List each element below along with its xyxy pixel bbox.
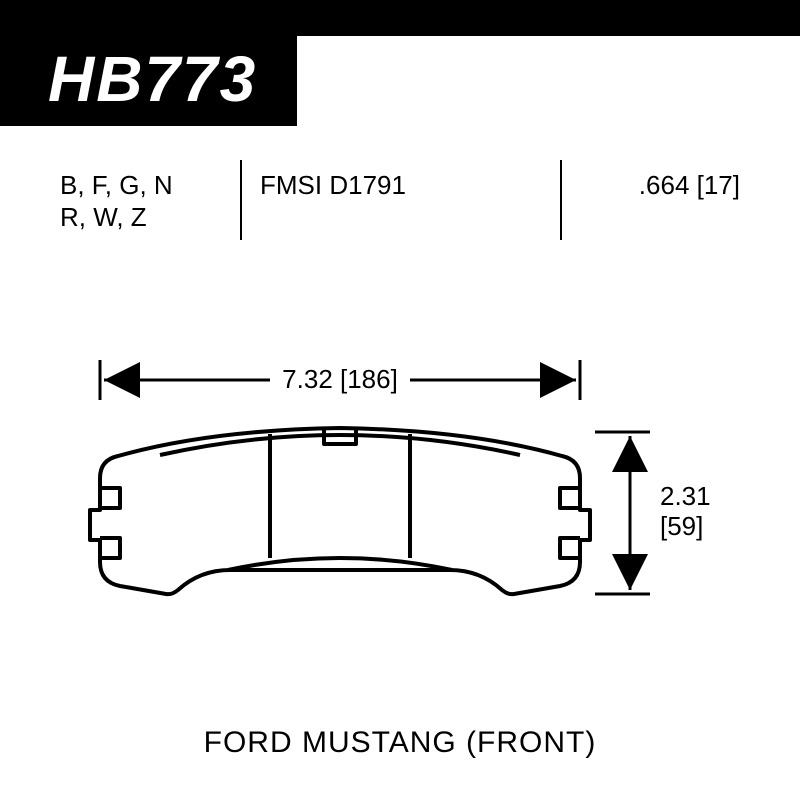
height-dimension: 2.31 [59] (595, 432, 711, 594)
compound-codes-line1: B, F, G, N (60, 170, 173, 201)
compound-codes-line2: R, W, Z (60, 202, 147, 233)
spec-sheet: HB773 B, F, G, N R, W, Z FMSI D1791 .664… (0, 0, 800, 800)
brake-pad-outline (90, 428, 590, 594)
fmsi-code: FMSI D1791 (260, 170, 406, 201)
separator-1 (240, 160, 242, 240)
separator-2 (560, 160, 562, 240)
thickness-value: .664 [17] (639, 170, 740, 201)
top-border (0, 0, 800, 36)
technical-drawing: 7.32 [186] (60, 300, 740, 660)
application-label: FORD MUSTANG (FRONT) (0, 726, 800, 760)
width-dimension: 7.32 [186] (100, 360, 580, 400)
part-number-label: HB773 (0, 36, 297, 126)
height-value-top: 2.31 (660, 481, 711, 511)
width-value: 7.32 [186] (282, 364, 398, 394)
height-value-bot: [59] (660, 511, 703, 541)
